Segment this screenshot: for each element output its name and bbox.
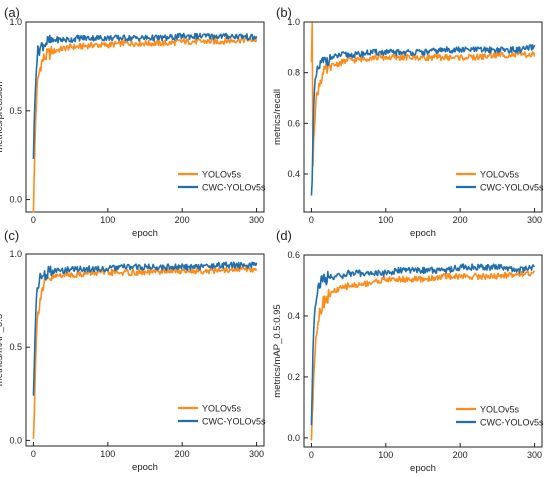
y-tick-label: 0.0 [9, 435, 22, 445]
x-tick-label: 0 [309, 215, 314, 225]
x-tick-label: 200 [175, 215, 190, 225]
x-tick-label: 100 [100, 449, 115, 459]
legend-label-cwc-yolov5s: CWC-YOLOv5s [202, 183, 266, 193]
legend-label-yolov5s: YOLOv5s [202, 404, 242, 414]
y-tick-label: 0.6 [287, 250, 300, 260]
x-tick-label: 300 [249, 449, 264, 459]
x-tick-label: 0 [31, 215, 36, 225]
legend-label-cwc-yolov5s: CWC-YOLOv5s [480, 183, 544, 193]
legend-label-cwc-yolov5s: CWC-YOLOv5s [480, 418, 544, 428]
y-axis-label: metrics/mAP_0.5 [0, 314, 5, 386]
panel-label: (d) [276, 228, 292, 243]
y-tick-label: 0.6 [287, 118, 300, 128]
chart-panel-2: (b) 0 100 200 300 0.4 0.6 0.8 1.0 epoch metrics/re… [272, 5, 544, 239]
x-tick-label: 100 [378, 215, 393, 225]
y-tick-label: 1.0 [287, 17, 300, 27]
series-line-yolov5s [310, 22, 536, 167]
plot-frame [303, 254, 543, 448]
chart-panel-1: (a) 0 100 200 300 0.0 0.5 1.0 epoch metrics/preci… [0, 5, 266, 239]
y-tick-label: 0.2 [287, 372, 300, 382]
x-tick-label: 0 [309, 450, 314, 460]
series-line-yolov5s [32, 35, 258, 213]
plot-frame [25, 253, 265, 447]
series-line-cwc-yolov5s [310, 44, 536, 196]
x-axis-label: epoch [410, 463, 436, 474]
x-axis-label: epoch [410, 228, 436, 239]
y-tick-label: 0.5 [9, 106, 22, 116]
plot-frame [25, 21, 265, 213]
y-tick-label: 0.0 [9, 195, 22, 205]
y-tick-label: 0.0 [287, 433, 300, 443]
x-axis-label: epoch [132, 228, 158, 239]
y-tick-label: 1.0 [9, 17, 22, 27]
chart-panel-4: (d) 0 100 200 300 0.0 0.2 0.4 0.6 epoch metrics/mA… [272, 228, 544, 474]
y-tick-label: 1.0 [9, 249, 22, 259]
x-tick-label: 300 [527, 450, 542, 460]
series-line-cwc-yolov5s [32, 32, 258, 160]
x-tick-label: 0 [31, 449, 36, 459]
y-axis-label: metrics/mAP_0.5:0.95 [272, 304, 283, 397]
x-tick-label: 200 [453, 450, 468, 460]
y-tick-label: 0.4 [287, 169, 300, 179]
legend-label-yolov5s: YOLOv5s [480, 170, 520, 180]
legend-label-yolov5s: YOLOv5s [202, 170, 242, 180]
y-axis-label: metrics/recall [272, 89, 283, 145]
legend-label-cwc-yolov5s: CWC-YOLOv5s [202, 417, 266, 427]
panel-label: (b) [276, 5, 292, 20]
x-tick-label: 300 [249, 215, 264, 225]
x-axis-label: epoch [132, 462, 158, 473]
series-line-cwc-yolov5s [32, 261, 258, 396]
y-tick-label: 0.8 [287, 68, 300, 78]
panel-label: (c) [4, 228, 19, 243]
chart-panel-3: (c) 0 100 200 300 0.0 0.5 1.0 epoch metrics/mAP_0… [0, 228, 266, 473]
series-line-cwc-yolov5s [310, 263, 535, 426]
legend-label-yolov5s: YOLOv5s [480, 405, 520, 415]
y-tick-label: 0.5 [9, 342, 22, 352]
x-tick-label: 100 [100, 215, 115, 225]
series-line-yolov5s [310, 269, 536, 441]
y-axis-label: metrics/precision [0, 81, 5, 152]
plot-frame [303, 21, 543, 213]
x-tick-label: 200 [175, 449, 190, 459]
x-tick-label: 200 [453, 215, 468, 225]
panel-label: (a) [4, 5, 20, 20]
x-tick-label: 100 [378, 450, 393, 460]
x-tick-label: 300 [527, 215, 542, 225]
y-tick-label: 0.4 [287, 311, 300, 321]
series-line-yolov5s [32, 265, 258, 439]
